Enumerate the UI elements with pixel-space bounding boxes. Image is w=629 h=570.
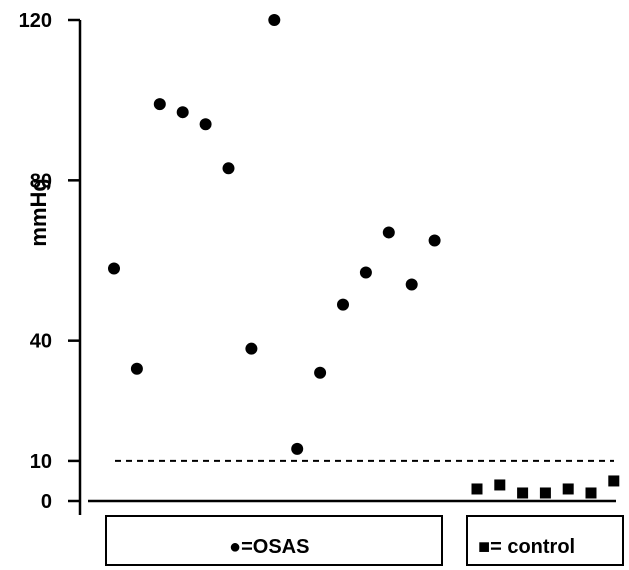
control-point <box>608 475 620 487</box>
osas-point <box>428 234 441 247</box>
control-point <box>471 483 483 495</box>
osas-point <box>130 362 143 375</box>
osas-point <box>153 98 166 111</box>
y-tick-label: 10 <box>30 451 52 473</box>
osas-point <box>291 442 304 455</box>
control-point <box>517 487 529 499</box>
control-point <box>562 483 574 495</box>
legend-osas-box <box>105 515 443 566</box>
legend-osas: ●=OSAS <box>105 515 443 566</box>
osas-point <box>337 298 349 311</box>
osas-point <box>245 342 258 355</box>
legend-control: ■= control <box>466 515 624 566</box>
legend-control-box <box>466 515 624 566</box>
control-point <box>494 479 506 491</box>
osas-point <box>314 366 327 379</box>
osas-point <box>176 106 189 119</box>
osas-point <box>199 118 212 131</box>
y-tick-label: 0 <box>41 491 52 513</box>
osas-point <box>108 262 120 275</box>
osas-point <box>222 162 235 175</box>
y-tick-label: 80 <box>30 170 52 192</box>
y-axis-title: mmHg <box>26 178 51 246</box>
control-point <box>585 487 597 499</box>
legend-osas-label: ●=OSAS <box>229 536 309 558</box>
osas-point <box>382 226 395 239</box>
y-tick-label: 120 <box>19 10 52 32</box>
osas-point <box>268 14 281 26</box>
control-point <box>539 487 551 499</box>
osas-point <box>359 266 372 279</box>
osas-point <box>405 278 418 291</box>
data-points <box>108 14 620 499</box>
y-tick-label: 40 <box>30 331 52 353</box>
legend: ●=OSAS ■= control <box>105 515 624 566</box>
axes: 0 10 40 80 120 mmHg <box>19 10 616 515</box>
legend-control-label: ■= control <box>478 536 575 558</box>
